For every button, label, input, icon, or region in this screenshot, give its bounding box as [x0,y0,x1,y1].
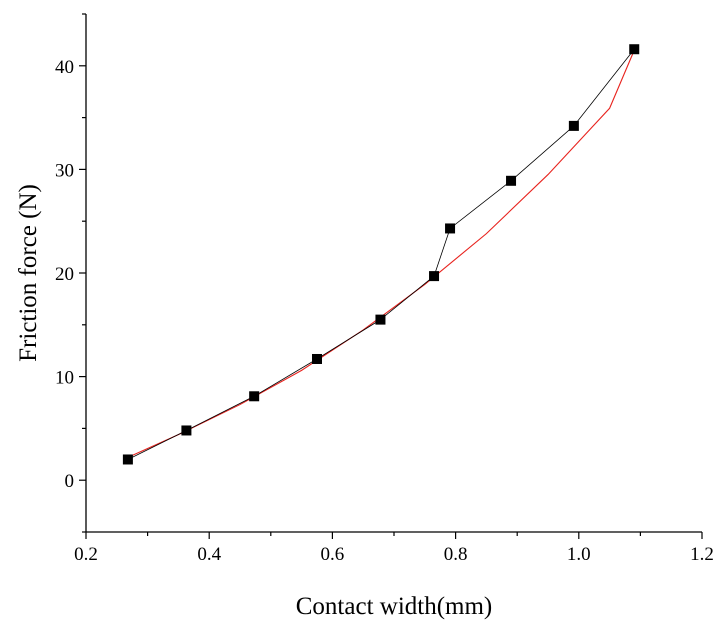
y-tick-label: 30 [55,160,74,181]
x-ticks: 0.2 0.4 0.6 0.8 1.0 1.2 [74,532,714,565]
data-series-line [127,48,635,460]
x-tick-label: 0.4 [197,544,221,565]
x-axis-title: Contact width(mm) [296,593,493,620]
x-tick-label: 0.8 [444,544,468,565]
data-point [429,271,440,282]
data-point [249,391,260,402]
plot-lines [127,48,635,460]
y-ticks: 0 10 20 30 40 [55,13,86,533]
x-tick-label: 0.6 [321,544,345,565]
y-axis-title: Friction force (N) [15,184,42,362]
x-tick-label: 1.2 [690,544,714,565]
data-point [312,353,322,364]
x-tick-label: 0.2 [74,544,98,565]
fit-curve [127,50,635,458]
data-point [181,425,192,436]
data-point [506,175,517,186]
plot-markers [122,44,640,465]
data-point [629,44,640,55]
y-tick-label: 40 [55,57,74,78]
y-tick-label: 20 [55,264,74,285]
data-point [375,314,386,325]
y-tick-label: 10 [55,368,74,389]
y-tick-label: 0 [65,471,75,492]
x-tick-label: 1.0 [567,544,591,565]
data-point [445,223,456,234]
data-point [568,120,579,131]
data-point [122,454,133,465]
axes [85,14,702,533]
